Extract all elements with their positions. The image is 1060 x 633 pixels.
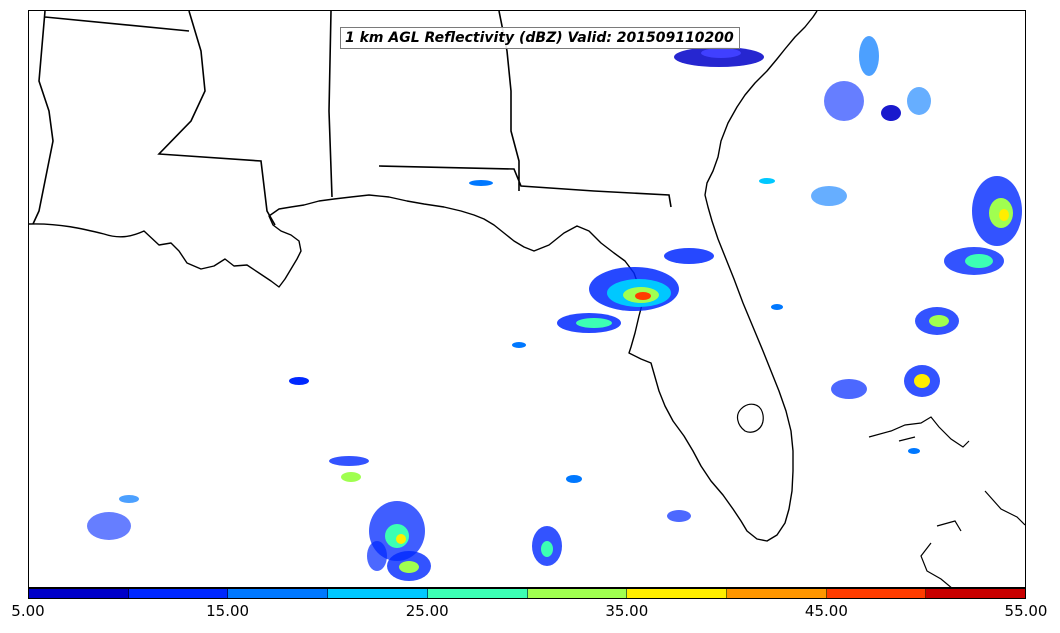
colorbar <box>28 588 1026 599</box>
colorbar-segment <box>29 589 129 598</box>
colorbar-tick: 25.00 <box>405 602 449 620</box>
colorbar-segment <box>328 589 428 598</box>
colorbar-segment <box>228 589 329 598</box>
reflectivity-map: 1 km AGL Reflectivity (dBZ) Valid: 20150… <box>28 10 1026 588</box>
colorbar-segment <box>926 589 1026 598</box>
colorbar-tick: 35.00 <box>605 602 649 620</box>
colorbar-tick: 55.00 <box>1004 602 1048 620</box>
colorbar-segment <box>826 589 927 598</box>
map-canvas <box>29 11 1025 587</box>
colorbar-tick: 45.00 <box>804 602 848 620</box>
colorbar-segment <box>527 589 628 598</box>
map-title: 1 km AGL Reflectivity (dBZ) Valid: 20150… <box>340 27 740 49</box>
lake-okeechobee <box>736 403 764 433</box>
colorbar-segment <box>427 589 528 598</box>
colorbar-segment <box>627 589 727 598</box>
colorbar-tick: 5.00 <box>11 602 45 620</box>
gulf-coastline <box>29 11 818 542</box>
colorbar-tick: 15.00 <box>206 602 250 620</box>
bahamas-islands <box>868 416 1025 587</box>
state-borders <box>32 11 672 226</box>
reflectivity-echoes <box>87 36 1022 581</box>
colorbar-segment <box>726 589 827 598</box>
colorbar-segment <box>128 589 229 598</box>
